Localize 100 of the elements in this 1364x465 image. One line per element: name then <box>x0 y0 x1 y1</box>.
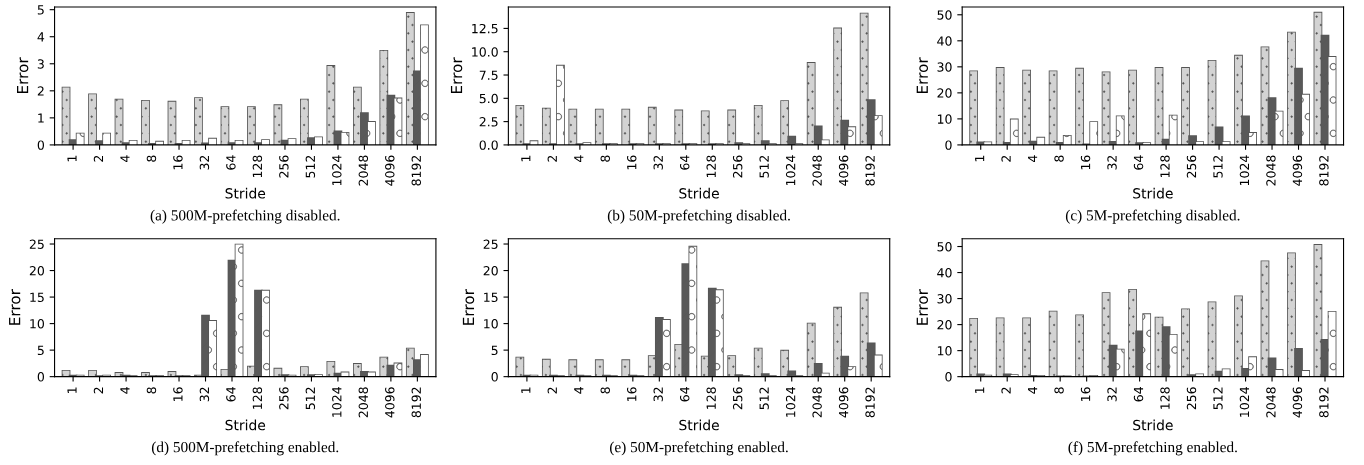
x-tick-label: 8 <box>146 155 157 162</box>
text: (c) 5M-prefetching disabled. <box>1065 209 1240 224</box>
text: (d) 500M-prefetching enabled. <box>151 441 339 456</box>
x-tick-label: 8192 <box>411 387 421 418</box>
x-tick-label: 4 <box>1028 387 1038 394</box>
x-tick-label: 32 <box>653 387 663 402</box>
x-tick-label: 32 <box>199 155 210 170</box>
x-tick-label: 1024 <box>1239 155 1250 186</box>
x-tick-label: 1024 <box>785 387 796 417</box>
y-tick-label: 0 <box>945 140 952 150</box>
x-tick-label: 8192 <box>865 155 875 186</box>
y-tick-label: 5.0 <box>479 93 498 104</box>
x-tick-label: 512 <box>305 155 316 178</box>
x-tick-label: 2048 <box>358 387 369 418</box>
x-tick-label: 256 <box>732 387 743 410</box>
y-tick-label: 2 <box>37 86 44 96</box>
x-tick-label: 64 <box>226 387 236 402</box>
y-tick-label: 1 <box>38 113 44 123</box>
x-tick-label: 16 <box>627 387 637 401</box>
y-tick-label: 20 <box>937 320 952 330</box>
x-tick-label: 128 <box>252 155 263 178</box>
x-tick-label: 4 <box>574 155 584 162</box>
y-tick-label: 0 <box>37 140 45 150</box>
x-tick-label: 64 <box>1133 387 1144 402</box>
x-tick-label: 4096 <box>385 155 395 186</box>
y-tick-label: 10 <box>484 319 498 329</box>
y-tick-label: 0 <box>491 372 498 382</box>
x-tick-label: 2 <box>1001 155 1011 162</box>
x-tick-label: 1 <box>521 387 531 393</box>
x-tick-label: 32 <box>653 155 663 170</box>
x-tick-label: 4 <box>574 387 584 394</box>
y-tick-label: 4 <box>37 32 45 42</box>
y-tick-label: 0 <box>945 372 952 382</box>
x-tick-label: 2 <box>93 155 104 162</box>
y-tick-label: 12.5 <box>472 23 498 34</box>
x-tick-label: 4 <box>120 387 130 394</box>
x-axis-title: Stride <box>1133 187 1173 199</box>
x-tick-label: 4 <box>1028 155 1038 162</box>
y-tick-label: 7.5 <box>479 70 498 80</box>
x-tick-label: 512 <box>1213 155 1223 178</box>
x-axis-title: Stride <box>225 187 266 199</box>
y-axis-title: Error <box>17 57 29 94</box>
y-axis-title: Error <box>462 289 475 325</box>
y-tick-label: 5 <box>491 345 498 356</box>
x-tick-label: 8192 <box>411 155 421 186</box>
y-tick-label: 5 <box>37 5 44 15</box>
x-tick-label: 256 <box>1186 155 1197 178</box>
y-tick-label: 20 <box>937 88 952 98</box>
x-tick-label: 16 <box>173 387 183 401</box>
x-tick-label: 8192 <box>1319 155 1329 186</box>
y-tick-label: 50 <box>937 10 952 20</box>
x-tick-label: 16 <box>627 155 637 170</box>
y-tick-label: 30 <box>937 62 952 72</box>
x-tick-label: 4096 <box>838 155 849 186</box>
x-tick-label: 128 <box>706 387 716 409</box>
x-tick-label: 512 <box>759 155 769 178</box>
x-tick-label: 256 <box>732 155 743 178</box>
x-tick-label: 1024 <box>785 155 796 186</box>
x-tick-label: 8192 <box>1319 387 1329 418</box>
x-tick-label: 256 <box>1186 387 1197 410</box>
x-tick-label: 8 <box>600 387 610 394</box>
y-tick-label: 3 <box>37 59 44 69</box>
y-tick-label: 5 <box>37 345 44 356</box>
x-tick-label: 4096 <box>838 387 849 418</box>
x-tick-label: 4 <box>120 155 130 162</box>
y-tick-label: 0.0 <box>479 140 498 150</box>
x-tick-label: 1024 <box>332 155 342 186</box>
x-tick-label: 16 <box>1080 387 1091 401</box>
x-tick-label: 64 <box>679 387 690 402</box>
x-tick-label: 128 <box>1160 387 1170 409</box>
x-tick-label: 2048 <box>1266 155 1276 186</box>
y-tick-label: 10 <box>937 346 952 356</box>
y-tick-label: 15 <box>484 292 498 302</box>
x-tick-label: 512 <box>759 387 769 410</box>
y-tick-label: 25 <box>29 239 44 249</box>
text: (e) 50M-prefetching enabled. <box>610 441 788 456</box>
y-tick-label: 0 <box>37 372 45 382</box>
x-tick-label: 4096 <box>385 387 395 418</box>
y-tick-label: 20 <box>29 266 45 276</box>
y-axis-title: Error <box>450 57 463 94</box>
x-tick-label: 256 <box>279 387 289 410</box>
x-tick-label: 4096 <box>1292 387 1303 418</box>
text: (f) 5M-prefetching enabled. <box>1068 441 1237 456</box>
x-tick-label: 64 <box>679 155 690 170</box>
x-tick-label: 8 <box>146 387 157 394</box>
x-tick-label: 64 <box>1133 155 1144 170</box>
x-tick-label: 8192 <box>865 387 875 418</box>
y-tick-label: 20 <box>483 266 498 276</box>
x-tick-label: 1024 <box>1239 387 1250 417</box>
x-tick-label: 64 <box>226 155 236 170</box>
x-tick-label: 2 <box>93 387 104 394</box>
text: (b) 50M-prefetching disabled. <box>607 209 790 224</box>
y-axis-title: Error <box>9 289 21 325</box>
x-axis-title: Stride <box>679 419 719 431</box>
y-tick-label: 10 <box>30 319 45 329</box>
x-tick-label: 8 <box>1054 155 1064 162</box>
x-tick-label: 256 <box>279 155 289 178</box>
y-tick-label: 10.0 <box>472 47 498 57</box>
x-axis-title: Stride <box>679 187 719 199</box>
y-axis-title: Error <box>916 289 929 325</box>
